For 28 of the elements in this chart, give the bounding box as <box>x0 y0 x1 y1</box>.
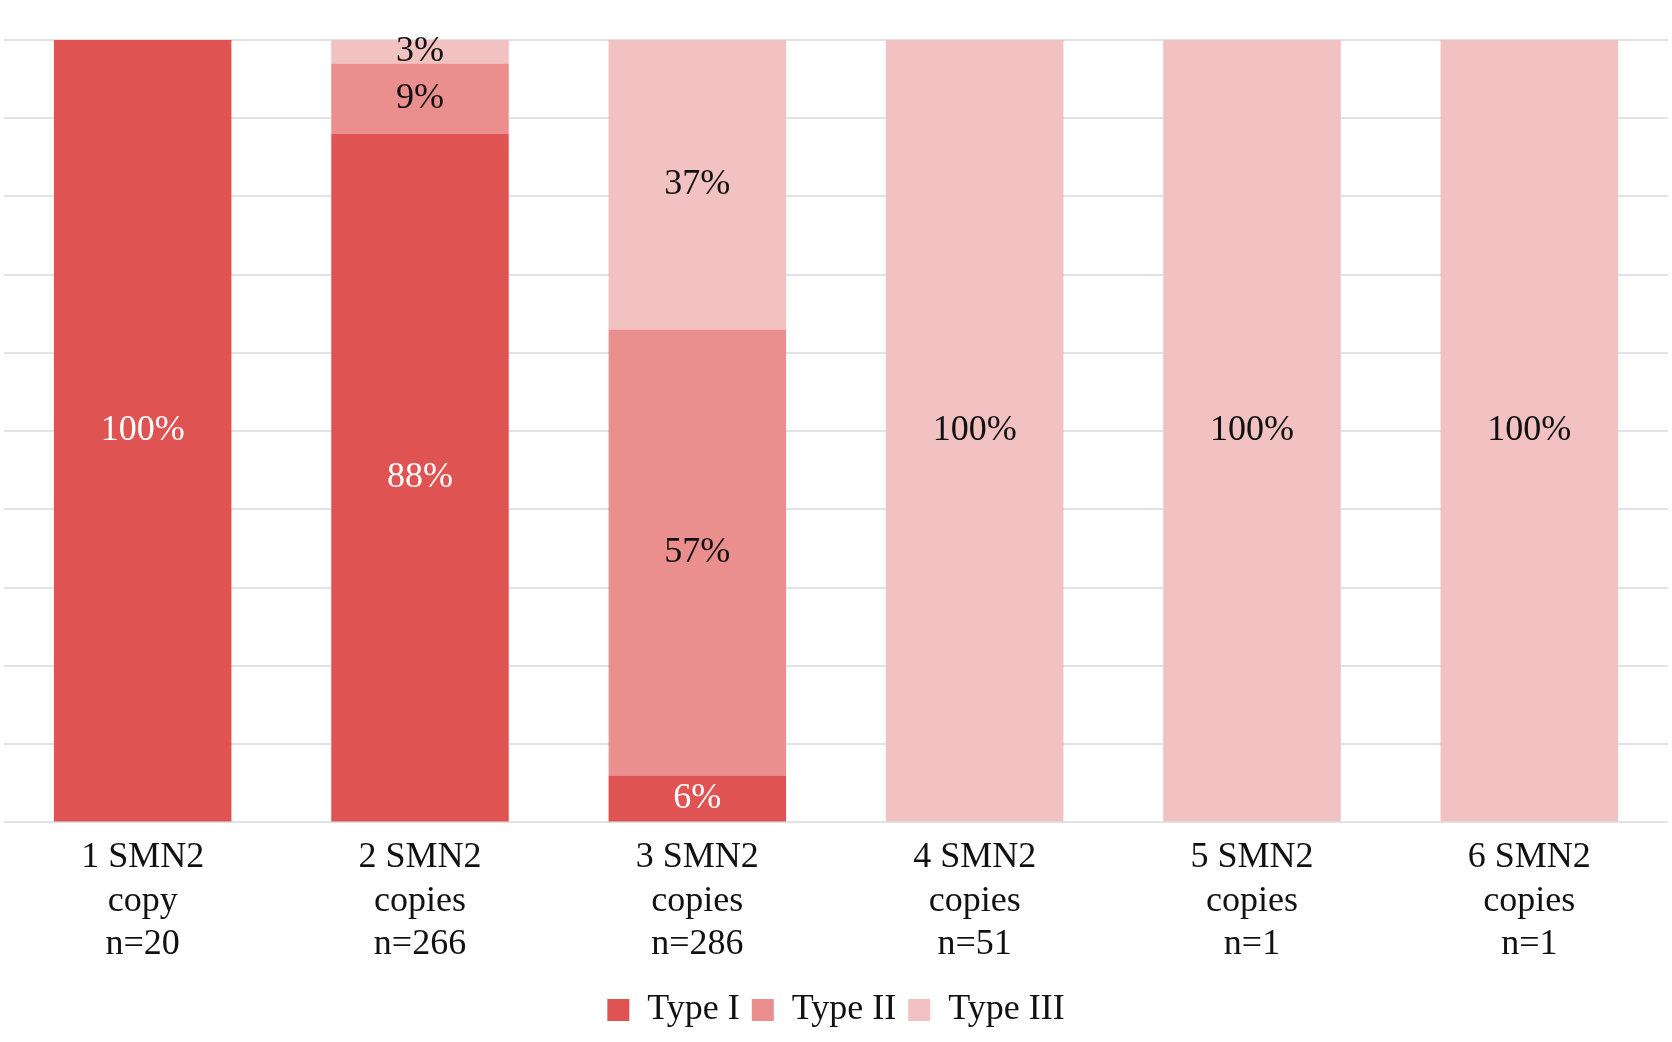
data-label: 100% <box>100 408 185 449</box>
legend-label: Type I <box>647 987 740 1028</box>
bar <box>608 329 787 776</box>
bar <box>331 133 509 822</box>
bar <box>608 775 787 822</box>
data-label: 9% <box>396 76 444 117</box>
data-label: 100% <box>1210 408 1294 449</box>
legend-label: Type III <box>948 987 1065 1028</box>
bar <box>53 40 232 822</box>
x-tick-label: 6 SMN2 copies n=1 <box>1467 835 1591 962</box>
data-label: 100% <box>932 408 1017 449</box>
legend-label: Type II <box>791 987 897 1028</box>
x-tick-label: 1 SMN2 copy n=20 <box>81 835 205 962</box>
data-label: 100% <box>1487 408 1572 449</box>
bar <box>608 40 787 330</box>
data-label: 3% <box>396 29 444 70</box>
x-tick-label: 2 SMN2 copies n=266 <box>358 835 482 962</box>
x-tick-label: 5 SMN2 copies n=1 <box>1190 835 1314 962</box>
bar <box>1440 40 1619 822</box>
bar <box>331 63 509 134</box>
data-label: 57% <box>664 529 731 570</box>
bar <box>885 40 1064 822</box>
bar <box>1163 40 1341 822</box>
x-tick-label: 3 SMN2 copies n=286 <box>635 835 759 962</box>
data-label: 88% <box>387 455 453 496</box>
data-label: 6% <box>673 775 722 816</box>
x-tick-label: 4 SMN2 copies n=51 <box>913 835 1037 962</box>
data-label: 37% <box>664 162 731 203</box>
